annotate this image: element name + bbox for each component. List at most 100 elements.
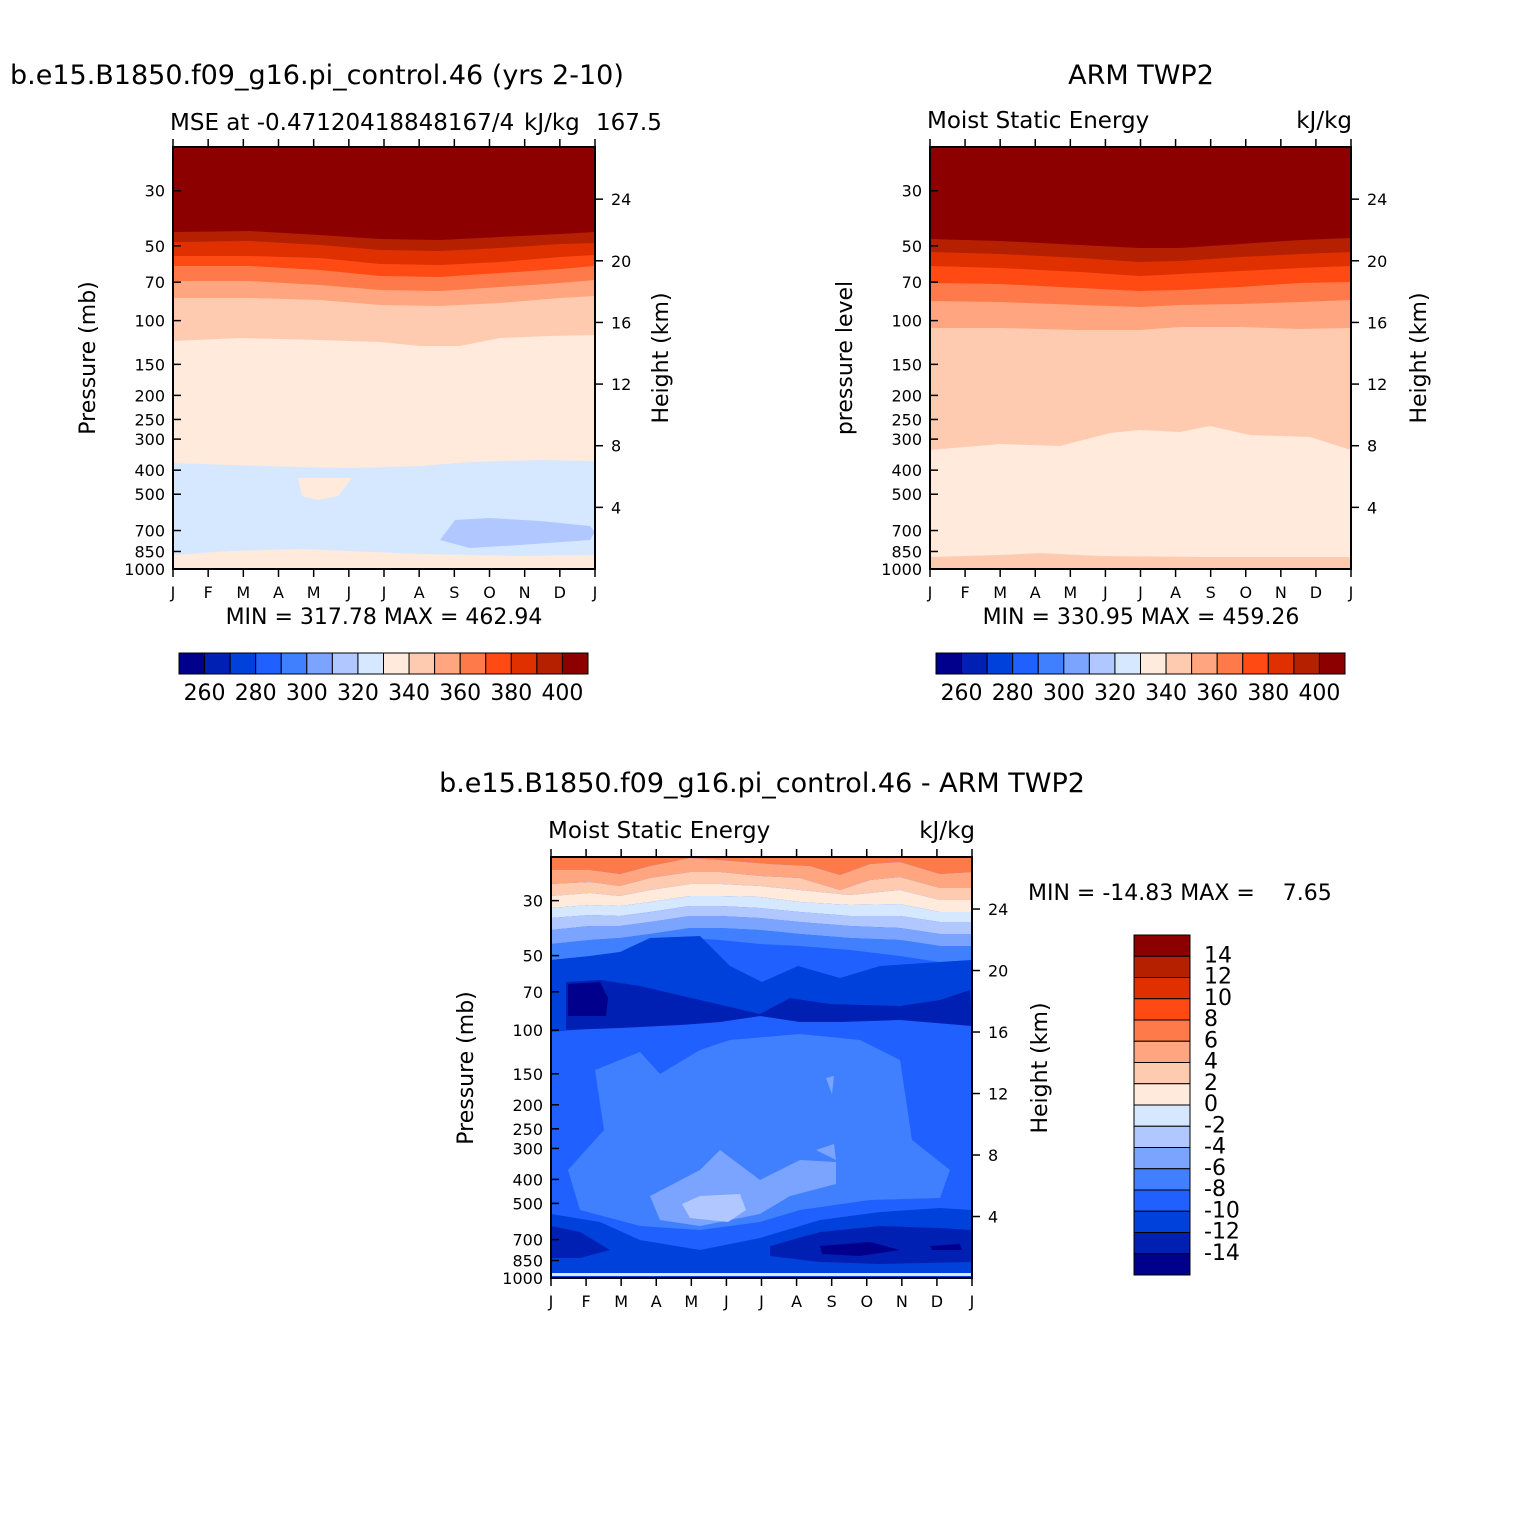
y-tick-label: 70 bbox=[902, 273, 922, 292]
panel3-left-subtitle: Moist Static Energy bbox=[548, 818, 770, 844]
y-tick-label: 30 bbox=[523, 892, 543, 911]
y-tick-label: 700 bbox=[134, 522, 165, 541]
y-tick-label: 30 bbox=[145, 182, 165, 201]
colorbar-swatch bbox=[1133, 955, 1191, 978]
colorbar-swatch bbox=[1133, 1019, 1191, 1042]
colorbar-swatch bbox=[229, 652, 257, 675]
colorbar-swatch bbox=[1133, 1040, 1191, 1063]
colorbar-swatch bbox=[408, 652, 436, 675]
y-tick-label: 850 bbox=[891, 542, 922, 561]
colorbar-swatch bbox=[1012, 652, 1039, 675]
panel1-band-410 bbox=[173, 147, 595, 240]
x-tick-label: S bbox=[827, 1292, 837, 1311]
y-tick-label: 50 bbox=[523, 947, 543, 966]
colorbar-swatch bbox=[536, 652, 563, 675]
y-tick-label: 50 bbox=[902, 237, 922, 256]
panel1-dip bbox=[298, 478, 352, 500]
panel1-field bbox=[173, 147, 595, 569]
panel2-colorbar: 260 280 300 320 340 360 380 400 bbox=[935, 652, 1346, 706]
colorbar-swatch bbox=[1165, 652, 1193, 675]
panel3-top-n8 bbox=[551, 928, 972, 962]
colorbar-swatch bbox=[1133, 934, 1191, 957]
panel3-blob-n2 bbox=[682, 1194, 746, 1222]
panel3-bottom-n12 bbox=[551, 1226, 610, 1258]
y-tick-label: 500 bbox=[512, 1194, 543, 1213]
colorbar-label: 260 bbox=[941, 681, 983, 706]
panel1-colorbar: 260 280 300 320 340 360 380 400 bbox=[178, 652, 589, 706]
y-right-tick-label: 12 bbox=[988, 1085, 1008, 1104]
panel3-top-2 bbox=[551, 884, 972, 912]
y-tick-label: 1000 bbox=[881, 560, 922, 579]
colorbar-swatch bbox=[561, 652, 589, 675]
panel3-patch-a bbox=[826, 1076, 834, 1094]
colorbar-swatch bbox=[434, 652, 461, 675]
x-tick-label: O bbox=[1239, 583, 1252, 602]
y-tick-label: 400 bbox=[134, 461, 165, 480]
x-tick-label: M bbox=[684, 1292, 698, 1311]
colorbar-swatch bbox=[1037, 652, 1065, 675]
panel1-right-subtitle-extra: 167.5 bbox=[596, 110, 662, 136]
colorbar-swatch bbox=[1216, 652, 1244, 675]
y-right-tick-label: 20 bbox=[1367, 252, 1387, 271]
panel1-stats: MIN = 317.78 MAX = 462.94 bbox=[226, 605, 543, 630]
colorbar-label: 340 bbox=[388, 681, 430, 706]
colorbar-swatch bbox=[1133, 1189, 1191, 1212]
y-right-tick-label: 4 bbox=[611, 498, 621, 517]
y-tick-label: 100 bbox=[891, 312, 922, 331]
y-tick-label: 100 bbox=[134, 312, 165, 331]
panel2-stats: MIN = 330.95 MAX = 459.26 bbox=[983, 605, 1300, 630]
x-tick-label: J bbox=[1137, 583, 1143, 602]
colorbar-swatch bbox=[1133, 998, 1191, 1021]
panel3-bottom-core bbox=[820, 1242, 900, 1256]
panel3-dark-core bbox=[568, 982, 608, 1016]
y-right-tick-label: 20 bbox=[988, 962, 1008, 981]
colorbar-label: 12 bbox=[1204, 965, 1232, 990]
panel2-band-410 bbox=[930, 147, 1351, 248]
colorbar-label: -6 bbox=[1204, 1156, 1226, 1181]
colorbar-swatch bbox=[485, 652, 512, 675]
y-tick-label: 500 bbox=[891, 485, 922, 504]
y-right-tick-label: 16 bbox=[1367, 313, 1387, 332]
y-right-tick-label: 4 bbox=[1367, 498, 1377, 517]
y-tick-label: 1000 bbox=[502, 1269, 543, 1288]
y-tick-label: 70 bbox=[145, 273, 165, 292]
colorbar-label: 340 bbox=[1145, 681, 1187, 706]
colorbar-label: 4 bbox=[1204, 1050, 1218, 1075]
colorbar-swatch bbox=[1133, 977, 1191, 1000]
y-right-tick-label: 12 bbox=[1367, 375, 1387, 394]
x-tick-label: J bbox=[969, 1292, 975, 1311]
colorbar-label: -8 bbox=[1204, 1177, 1226, 1202]
x-tick-label: D bbox=[931, 1292, 943, 1311]
y-tick-label: 500 bbox=[134, 485, 165, 504]
panel2-bottom-band bbox=[930, 553, 1351, 569]
y-tick-label: 250 bbox=[512, 1120, 543, 1139]
x-tick-label: A bbox=[1170, 583, 1181, 602]
colorbar-swatch bbox=[255, 652, 282, 675]
colorbar-label: 300 bbox=[286, 681, 328, 706]
y-tick-label: 300 bbox=[891, 430, 922, 449]
colorbar-label: 280 bbox=[235, 681, 277, 706]
colorbar-swatch bbox=[510, 652, 538, 675]
x-tick-label: F bbox=[581, 1292, 590, 1311]
panel2-title: ARM TWP2 bbox=[1068, 60, 1214, 91]
y-right-tick-label: 16 bbox=[988, 1023, 1008, 1042]
y-tick-label: 200 bbox=[134, 386, 165, 405]
panel3-patch-b bbox=[816, 1144, 836, 1160]
colorbar-label: 2 bbox=[1204, 1071, 1218, 1096]
x-tick-label: O bbox=[483, 583, 496, 602]
x-tick-label: J bbox=[723, 1292, 729, 1311]
y-tick-label: 300 bbox=[134, 430, 165, 449]
panel1-left-subtitle: MSE at -0.47120418848167/4 bbox=[170, 110, 514, 136]
colorbar-label: 0 bbox=[1204, 1092, 1218, 1117]
y-tick-label: 100 bbox=[512, 1021, 543, 1040]
colorbar-label: -12 bbox=[1204, 1220, 1240, 1245]
colorbar-swatch bbox=[1133, 1104, 1191, 1127]
x-tick-label: S bbox=[449, 583, 459, 602]
y-tick-label: 400 bbox=[891, 461, 922, 480]
colorbar-swatch bbox=[1133, 1062, 1191, 1085]
x-tick-label: A bbox=[414, 583, 425, 602]
x-tick-label: A bbox=[651, 1292, 662, 1311]
